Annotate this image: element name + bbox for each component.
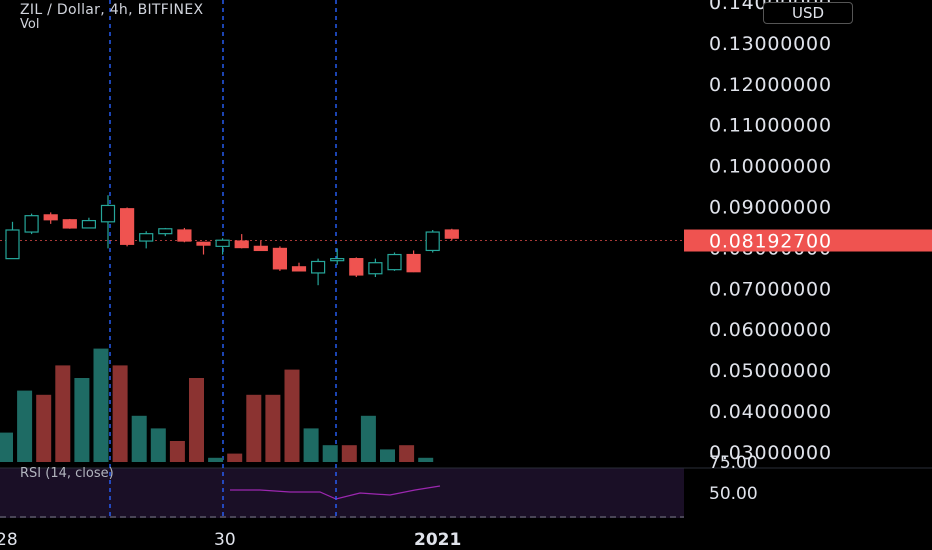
volume-bar xyxy=(55,365,71,462)
candle xyxy=(215,238,230,255)
candle xyxy=(234,234,249,249)
volume-bar xyxy=(112,365,128,462)
volume-bar xyxy=(17,390,33,462)
time-tick-label: 2021 xyxy=(414,530,461,550)
candle xyxy=(158,227,173,237)
candle-body xyxy=(24,215,39,233)
candle-body xyxy=(444,229,459,239)
rsi-level-label: 75.00 xyxy=(709,453,758,473)
volume-bar xyxy=(418,457,434,462)
price-tick-label: 0.04000000 xyxy=(709,401,832,423)
price-tick-label: 0.12000000 xyxy=(709,74,832,96)
candle xyxy=(349,257,364,278)
volume-bar xyxy=(399,445,415,462)
candle xyxy=(330,248,345,265)
volume-bar xyxy=(303,428,319,462)
volume-bar xyxy=(208,457,224,462)
time-tick-label: 28 xyxy=(0,530,18,550)
rsi-legend: RSI (14, close) xyxy=(20,466,114,481)
candle-body xyxy=(139,233,154,242)
candle xyxy=(444,228,459,241)
price-tick-label: 0.10000000 xyxy=(709,156,832,178)
candle xyxy=(311,258,326,286)
candle-body xyxy=(425,231,440,252)
current-price-tag xyxy=(684,229,932,252)
price-tick-label: 0.07000000 xyxy=(709,278,832,300)
candle-body xyxy=(368,262,383,275)
volume-bar xyxy=(246,394,262,462)
candle-body xyxy=(272,247,287,270)
candle xyxy=(387,252,402,271)
candle-body xyxy=(119,208,135,245)
candle xyxy=(119,207,135,247)
volume-bar xyxy=(227,453,243,462)
candle xyxy=(81,217,97,229)
volume-bar xyxy=(36,394,52,462)
volume-bar xyxy=(341,445,357,462)
volume-bar xyxy=(380,449,395,462)
rsi-background xyxy=(0,468,684,518)
candle xyxy=(177,227,192,243)
price-tick-label: 0.06000000 xyxy=(709,319,832,341)
volume-bar xyxy=(131,415,147,462)
volume-bar xyxy=(189,378,204,462)
candle-body xyxy=(5,229,20,260)
time-tick-label: 30 xyxy=(214,530,236,550)
currency-button[interactable]: USD xyxy=(763,2,853,24)
candle-body xyxy=(196,241,211,246)
candle xyxy=(43,212,58,224)
candle-body xyxy=(291,266,307,272)
candle-body xyxy=(387,253,402,271)
price-tick-label: 0.13000000 xyxy=(709,33,832,55)
candle xyxy=(425,229,440,253)
symbol-title: ZIL / Dollar, 4h, BITFINEX xyxy=(20,2,204,18)
candle xyxy=(5,221,20,260)
candle-body xyxy=(349,258,364,276)
candle-body xyxy=(234,240,249,249)
candle-body xyxy=(43,214,58,221)
candle-body xyxy=(215,239,230,247)
volume-bar xyxy=(360,415,376,462)
candle-body xyxy=(158,228,173,235)
price-tick-label: 0.09000000 xyxy=(709,197,832,219)
rsi-level-label: 50.00 xyxy=(709,484,758,504)
rsi-pane xyxy=(0,467,932,518)
candle xyxy=(139,231,154,249)
time-axis[interactable]: 28 30 2021 xyxy=(0,530,461,550)
candle-body xyxy=(330,258,345,262)
volume-bar xyxy=(284,369,300,462)
price-tick-label: 0.11000000 xyxy=(709,115,832,137)
candle xyxy=(253,241,268,252)
candlesticks xyxy=(5,195,459,286)
volume-bar xyxy=(169,441,185,462)
price-tick-label: 0.05000000 xyxy=(709,360,832,382)
current-price-label: 0.08192700 xyxy=(709,231,832,253)
price-axis[interactable]: 0.140000000.130000000.120000000.11000000… xyxy=(684,0,932,504)
volume-bar xyxy=(93,348,109,462)
volume-bar xyxy=(265,394,281,462)
price-tick-label: 0.03000000 xyxy=(709,442,832,464)
candle-body xyxy=(406,253,421,273)
candle-body xyxy=(177,229,192,242)
candle xyxy=(100,195,116,249)
volume-bars xyxy=(0,348,434,462)
candle-body xyxy=(100,204,116,223)
candle-body xyxy=(311,260,326,274)
candle xyxy=(368,258,383,278)
volume-legend: Vol xyxy=(20,17,40,32)
volume-bar xyxy=(150,428,166,462)
candle-body xyxy=(62,219,77,229)
volume-bar xyxy=(322,445,338,462)
volume-bar xyxy=(0,432,13,462)
candle xyxy=(62,218,77,229)
candle xyxy=(291,262,307,272)
candle xyxy=(406,250,421,273)
candle xyxy=(24,213,39,235)
candle xyxy=(272,246,287,271)
candle-body xyxy=(253,245,268,252)
candle xyxy=(196,241,211,255)
candle-body xyxy=(81,219,97,229)
volume-bar xyxy=(74,378,90,462)
